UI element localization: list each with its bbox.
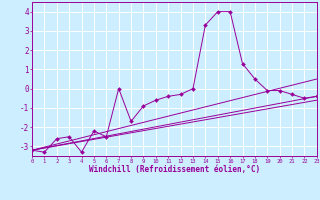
X-axis label: Windchill (Refroidissement éolien,°C): Windchill (Refroidissement éolien,°C) xyxy=(89,165,260,174)
